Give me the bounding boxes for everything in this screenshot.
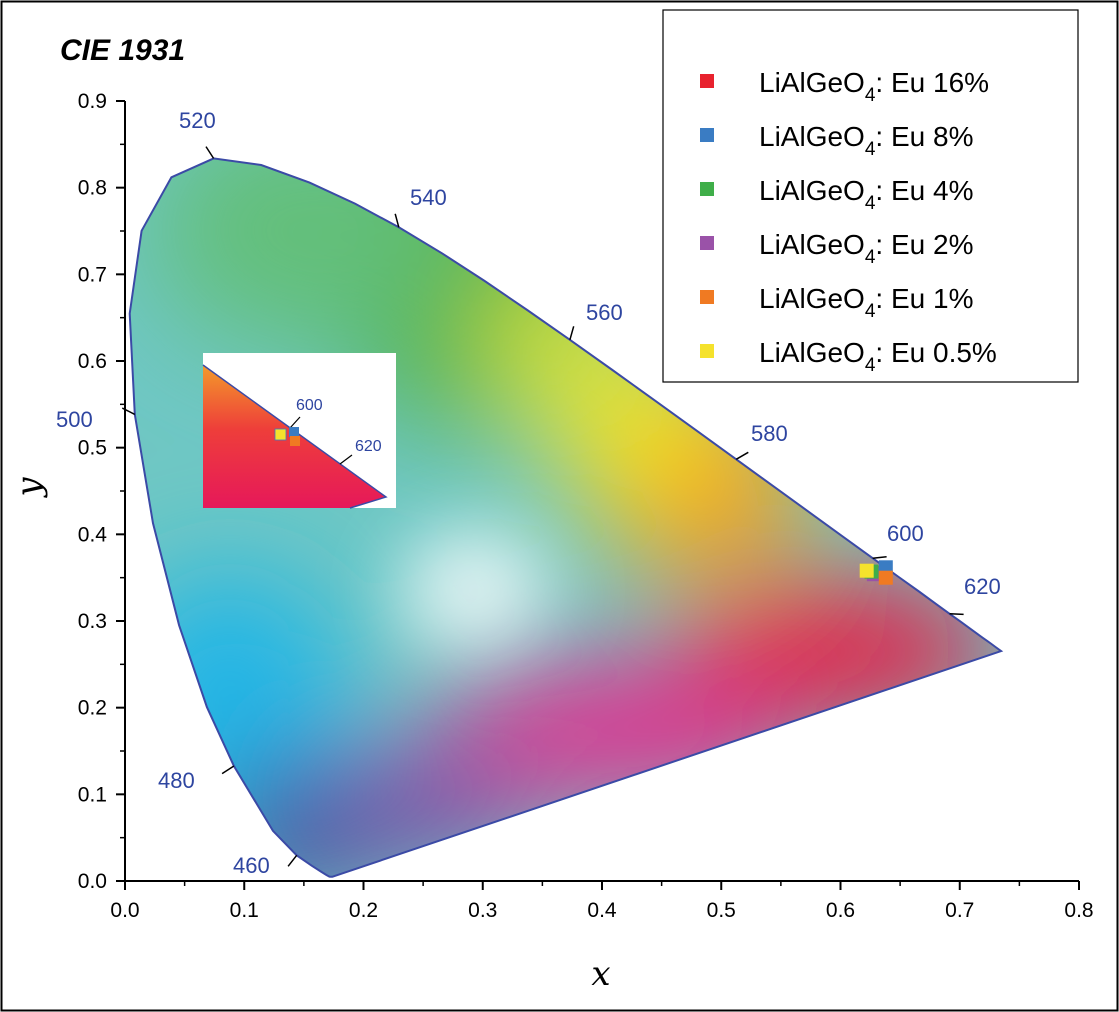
y-tick-label: 0.6 bbox=[78, 350, 107, 373]
x-tick-label: 0.5 bbox=[707, 899, 736, 922]
legend-marker bbox=[700, 344, 714, 358]
y-tick-label: 0.2 bbox=[78, 697, 107, 720]
spectral-locus bbox=[128, 157, 1004, 878]
legend-label: LiAlGeO4: Eu 16% bbox=[759, 67, 989, 106]
y-tick-label: 0.7 bbox=[78, 263, 107, 286]
wl-label-520: 520 bbox=[179, 108, 216, 133]
wl-label-580: 580 bbox=[751, 421, 788, 446]
x-ticks: 0.0 0.1 0.2 0.3 0.4 0.5 0.6 0.7 0.8 bbox=[110, 881, 1094, 922]
y-ticks: 0.0 0.1 0.2 0.3 0.4 0.5 0.6 0.7 0.8 0.9 bbox=[78, 90, 125, 893]
wl-tick-600 bbox=[872, 556, 887, 559]
wl-label-460: 460 bbox=[233, 853, 270, 878]
inset-point-8 bbox=[289, 427, 299, 437]
x-tick-label: 0.1 bbox=[230, 899, 259, 922]
legend-label: LiAlGeO4: Eu 1% bbox=[759, 283, 973, 322]
legend-label: LiAlGeO4: Eu 4% bbox=[759, 175, 973, 214]
legend-marker bbox=[700, 128, 714, 142]
legend: LiAlGeO4: Eu 16% LiAlGeO4: Eu 8% LiAlGeO4:… bbox=[662, 9, 1079, 383]
wl-label-600: 600 bbox=[887, 521, 924, 546]
inset-locus bbox=[202, 364, 388, 509]
data-point bbox=[859, 563, 874, 578]
y-tick-label: 0.8 bbox=[78, 177, 107, 200]
x-tick-label: 0.2 bbox=[349, 899, 378, 922]
data-points bbox=[859, 560, 893, 585]
inset-label-600: 600 bbox=[296, 397, 323, 414]
x-tick-label: 0.3 bbox=[468, 899, 497, 922]
legend-marker bbox=[700, 74, 714, 88]
x-tick-label: 0.7 bbox=[945, 899, 974, 922]
wl-label-540: 540 bbox=[410, 185, 447, 210]
wl-label-500: 500 bbox=[56, 407, 93, 432]
wl-tick-540 bbox=[394, 213, 400, 228]
x-axis-title: x bbox=[591, 954, 610, 994]
wl-label-560: 560 bbox=[586, 300, 623, 325]
y-tick-label: 0.1 bbox=[78, 783, 107, 806]
x-tick-label: 0.4 bbox=[587, 899, 617, 922]
y-axis-title: y bbox=[9, 477, 49, 499]
inset-point-1 bbox=[290, 436, 300, 446]
y-tick-label: 0.4 bbox=[78, 523, 108, 546]
wl-label-620: 620 bbox=[964, 574, 1001, 599]
inset-zoom: 600 620 bbox=[202, 353, 396, 509]
wl-tick-560 bbox=[569, 326, 575, 341]
y-tick-label: 0.5 bbox=[78, 437, 107, 460]
legend-marker bbox=[700, 290, 714, 304]
y-tick-label: 0.0 bbox=[78, 870, 107, 893]
data-point bbox=[878, 570, 893, 585]
wl-tick-580 bbox=[735, 451, 749, 460]
legend-box bbox=[662, 9, 1079, 383]
legend-label: LiAlGeO4: Eu 0.5% bbox=[759, 337, 997, 376]
wl-tick-480 bbox=[221, 765, 235, 775]
x-tick-label: 0.6 bbox=[826, 899, 855, 922]
axes: 0.0 0.1 0.2 0.3 0.4 0.5 0.6 0.7 0.8 0.0 0.1 0.2 0.3… bbox=[78, 90, 1094, 922]
y-tick-label: 0.3 bbox=[78, 610, 107, 633]
wavelength-labels: 460 480 500 520 540 560 580 600 620 bbox=[56, 108, 1001, 878]
wl-tick-520 bbox=[205, 146, 215, 159]
wl-tick-460 bbox=[287, 854, 298, 867]
inset-point-0.5 bbox=[274, 428, 287, 441]
wl-label-480: 480 bbox=[158, 768, 195, 793]
inset-label-620: 620 bbox=[355, 438, 382, 455]
legend-label: LiAlGeO4: Eu 2% bbox=[759, 229, 973, 268]
legend-marker bbox=[700, 236, 714, 250]
x-tick-label: 0.8 bbox=[1064, 899, 1093, 922]
inset-tick-620 bbox=[339, 454, 353, 465]
legend-marker bbox=[700, 182, 714, 196]
x-tick-label: 0.0 bbox=[110, 899, 139, 922]
chart-title: CIE 1931 bbox=[60, 34, 185, 67]
y-tick-label: 0.9 bbox=[78, 90, 107, 113]
wl-tick-620 bbox=[949, 613, 964, 616]
legend-label: LiAlGeO4: Eu 8% bbox=[759, 121, 973, 160]
inset-tick-600 bbox=[289, 416, 301, 429]
